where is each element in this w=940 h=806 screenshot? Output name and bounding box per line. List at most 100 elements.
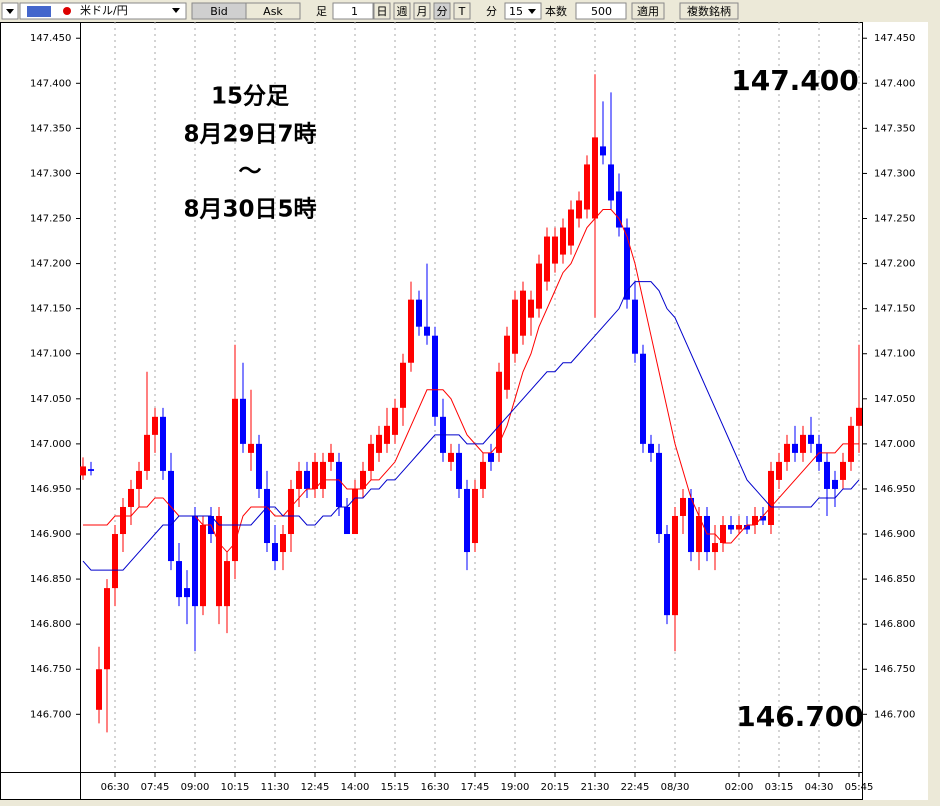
candle-body (136, 470, 142, 489)
candle-body (400, 362, 406, 408)
candle-body (152, 416, 158, 435)
candle-body (144, 434, 150, 471)
week-button[interactable] (393, 2, 411, 20)
candle-body (576, 200, 582, 219)
y-tick-label: 147.100 (30, 349, 71, 360)
annotation: 8月29日7時 (183, 122, 316, 148)
tick-button[interactable] (453, 2, 471, 20)
candle-body (472, 488, 478, 544)
y-tick-label: 146.700 (30, 709, 71, 720)
candle-body (696, 515, 702, 553)
day-button[interactable] (373, 2, 391, 20)
candle-body (760, 515, 766, 521)
minute: 分 (437, 5, 448, 18)
y-tick-label: 147.000 (30, 439, 71, 450)
select-arrow (528, 9, 536, 14)
unit-value: 15 (509, 5, 523, 18)
y-tick-label: 147.300 (30, 168, 71, 179)
tick: T (458, 5, 466, 18)
candle-body (488, 452, 494, 462)
y-tick-label: 147.050 (30, 394, 71, 405)
y2-tick-label: 146.800 (874, 619, 915, 630)
candle-body (752, 515, 758, 526)
x-tick-label: 11:30 (261, 782, 290, 793)
month: 月 (417, 5, 428, 18)
candle-body (808, 434, 814, 444)
candle-body (832, 479, 838, 489)
count-value: 500 (591, 5, 612, 18)
x-tick-label: 09:00 (181, 782, 210, 793)
candle-body (304, 470, 310, 489)
candle-body (448, 452, 454, 462)
candle-body (456, 452, 462, 489)
x-tick-label: 12:45 (301, 782, 330, 793)
candle-body (512, 299, 518, 354)
candle-body (224, 561, 230, 607)
candle-body (80, 466, 86, 476)
candle-body (648, 443, 654, 453)
candle-body (288, 488, 294, 535)
candle-body (744, 525, 750, 530)
candle-body (552, 236, 558, 264)
candle-body (160, 416, 166, 471)
minute-button[interactable] (433, 2, 451, 20)
count-input[interactable] (575, 2, 627, 20)
symbol-select[interactable] (19, 2, 187, 20)
flag-us (27, 6, 51, 17)
menu-arrow (6, 9, 14, 14)
x-tick-label: 07:45 (141, 782, 170, 793)
y-tick-label: 146.800 (30, 619, 71, 630)
select-arrow (172, 8, 180, 13)
annotation: ～ (239, 159, 262, 185)
unit-select[interactable] (504, 2, 542, 20)
y2-tick-label: 146.950 (874, 484, 915, 495)
y-tick-label: 146.750 (30, 664, 71, 675)
candle-body (688, 497, 694, 553)
apply: 適用 (637, 4, 659, 18)
symbol: 米ドル/円 (80, 4, 128, 17)
candle-body (768, 470, 774, 526)
candle-body (640, 353, 646, 444)
candle-body (392, 407, 398, 435)
ask-button[interactable] (245, 2, 301, 20)
scrollbar[interactable] (928, 22, 940, 806)
candle-body (840, 461, 846, 480)
y-tick-label: 147.350 (30, 123, 71, 134)
candle-body (200, 525, 206, 607)
multi-button[interactable] (679, 2, 739, 20)
candle-body (88, 469, 94, 471)
candle-body (824, 461, 830, 489)
bar-count-input[interactable] (332, 2, 374, 20)
candle-body (608, 164, 614, 201)
candle-body (784, 443, 790, 462)
candle-body (360, 470, 366, 489)
month-button[interactable] (413, 2, 431, 20)
candle-body (592, 137, 598, 219)
candle-body (680, 497, 686, 516)
candle-body (616, 191, 622, 228)
candle-body (424, 326, 430, 336)
x-tick-label: 08/30 (661, 782, 690, 793)
candle-body (656, 452, 662, 535)
candle-body (560, 227, 566, 255)
moving-average (83, 209, 859, 553)
candle-body (624, 227, 630, 300)
candle-body (272, 543, 278, 562)
candle-body (544, 236, 550, 282)
chart-layer: 146.700 146.700 146.750 146.750 146.800 146.8… (30, 22, 915, 793)
y-tick-label: 146.850 (30, 574, 71, 585)
x-tick-label: 19:00 (501, 782, 530, 793)
y2-tick-label: 147.450 (874, 33, 915, 44)
y2-tick-label: 147.150 (874, 304, 915, 315)
x-tick-label: 02:00 (725, 782, 754, 793)
bid: Bid (210, 5, 228, 18)
count-label: 本数 (545, 4, 567, 18)
apply-button[interactable] (631, 2, 665, 20)
candle-body (464, 488, 470, 553)
candle-body (112, 534, 118, 589)
candle-body (776, 461, 782, 480)
y2-tick-label: 146.750 (874, 664, 915, 675)
candle-body (528, 299, 534, 318)
candle-body (368, 443, 374, 471)
